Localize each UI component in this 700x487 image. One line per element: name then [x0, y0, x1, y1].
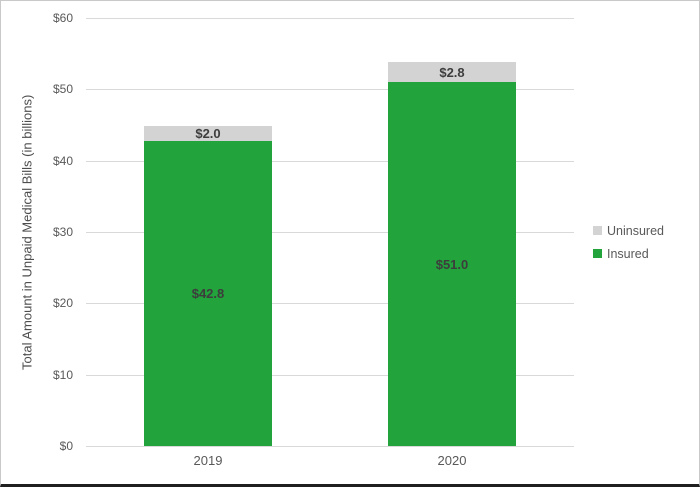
gridline-50 [86, 89, 574, 90]
y-tick-label-0: $0 [59, 439, 73, 453]
gridline-30 [86, 232, 574, 233]
bar-label-uninsured-2019: $2.0 [195, 126, 221, 142]
gridline-0 [86, 446, 574, 447]
legend-label-uninsured: Uninsured [607, 223, 664, 238]
bar-segment-insured-2020: $51.0 [388, 82, 516, 446]
bar-segment-uninsured-2020: $2.8 [388, 62, 516, 83]
y-tick-label-30: $30 [52, 225, 73, 239]
legend-label-insured: Insured [607, 246, 649, 261]
bar-label-insured-2020: $51.0 [435, 256, 469, 272]
y-tick-label-40: $40 [52, 154, 73, 168]
legend-swatch-icon-insured [593, 249, 602, 258]
gridline-40 [86, 161, 574, 162]
bar-segment-insured-2019: $42.8 [144, 140, 272, 446]
gridline-10 [86, 375, 574, 376]
bar-label-insured-2019: $42.8 [191, 285, 225, 301]
x-axis-label-2019: 2019 [193, 453, 223, 468]
gridline-60 [86, 18, 574, 19]
legend-item-insured: Insured [593, 245, 664, 262]
y-tick-label-60: $60 [52, 11, 73, 25]
y-tick-label-10: $10 [52, 368, 73, 382]
legend-swatch-icon-uninsured [593, 226, 602, 235]
x-axis-label-2020: 2020 [437, 453, 467, 468]
y-tick-label-50: $50 [52, 82, 73, 96]
bar-label-uninsured-2020: $2.8 [439, 64, 465, 80]
y-tick-label-20: $20 [52, 296, 73, 310]
legend-item-uninsured: Uninsured [593, 222, 664, 239]
gridline-20 [86, 303, 574, 304]
legend: Uninsured Insured [593, 222, 664, 268]
bar-segment-uninsured-2019: $2.0 [144, 126, 272, 142]
